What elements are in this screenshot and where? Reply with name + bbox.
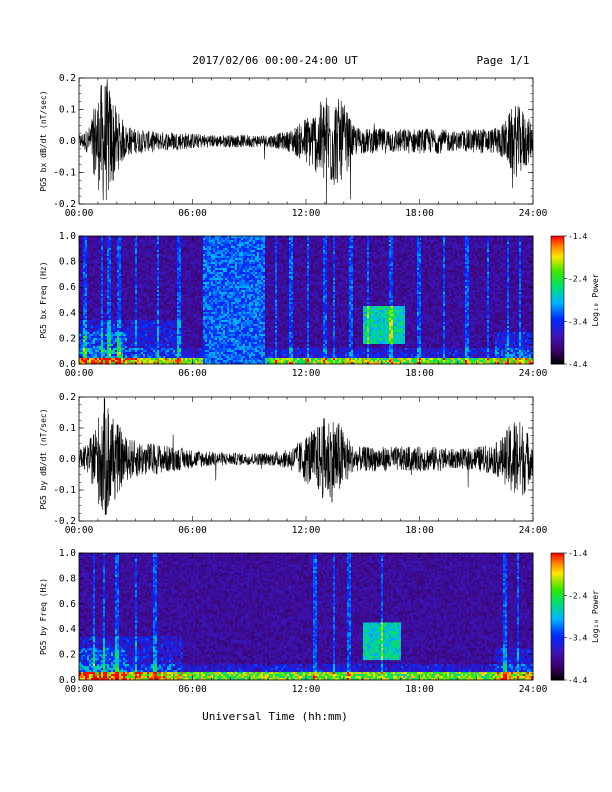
y-tick-label: 0.0 bbox=[59, 136, 76, 147]
panel-bx-spectrogram: 00:00 06:00 12:00 18:00 24:001.00.80.60.40.2… bbox=[39, 231, 548, 379]
y-axis-label: PG5 bx dB/dt (nT/sec) bbox=[39, 90, 48, 191]
y-tick-label: -0.2 bbox=[53, 199, 76, 210]
x-tick-label: 12:00 bbox=[292, 208, 321, 219]
x-tick-label: 24:00 bbox=[519, 208, 548, 219]
y-tick-label: 0.2 bbox=[59, 73, 76, 84]
page-title: 2017/02/06 00:00-24:00 UT bbox=[192, 54, 358, 67]
x-tick-label: 18:00 bbox=[405, 208, 434, 219]
series-line bbox=[79, 79, 533, 210]
y-tick-label: -0.1 bbox=[53, 168, 76, 179]
page-number: Page 1/1 bbox=[477, 54, 530, 67]
x-tick-label: 06:00 bbox=[178, 208, 207, 219]
y-tick-label: 0.1 bbox=[59, 105, 76, 116]
panel-bx-timeseries: 00:00 06:00 12:00 18:00 24:000.20.10.0-0.1-0… bbox=[39, 73, 548, 219]
